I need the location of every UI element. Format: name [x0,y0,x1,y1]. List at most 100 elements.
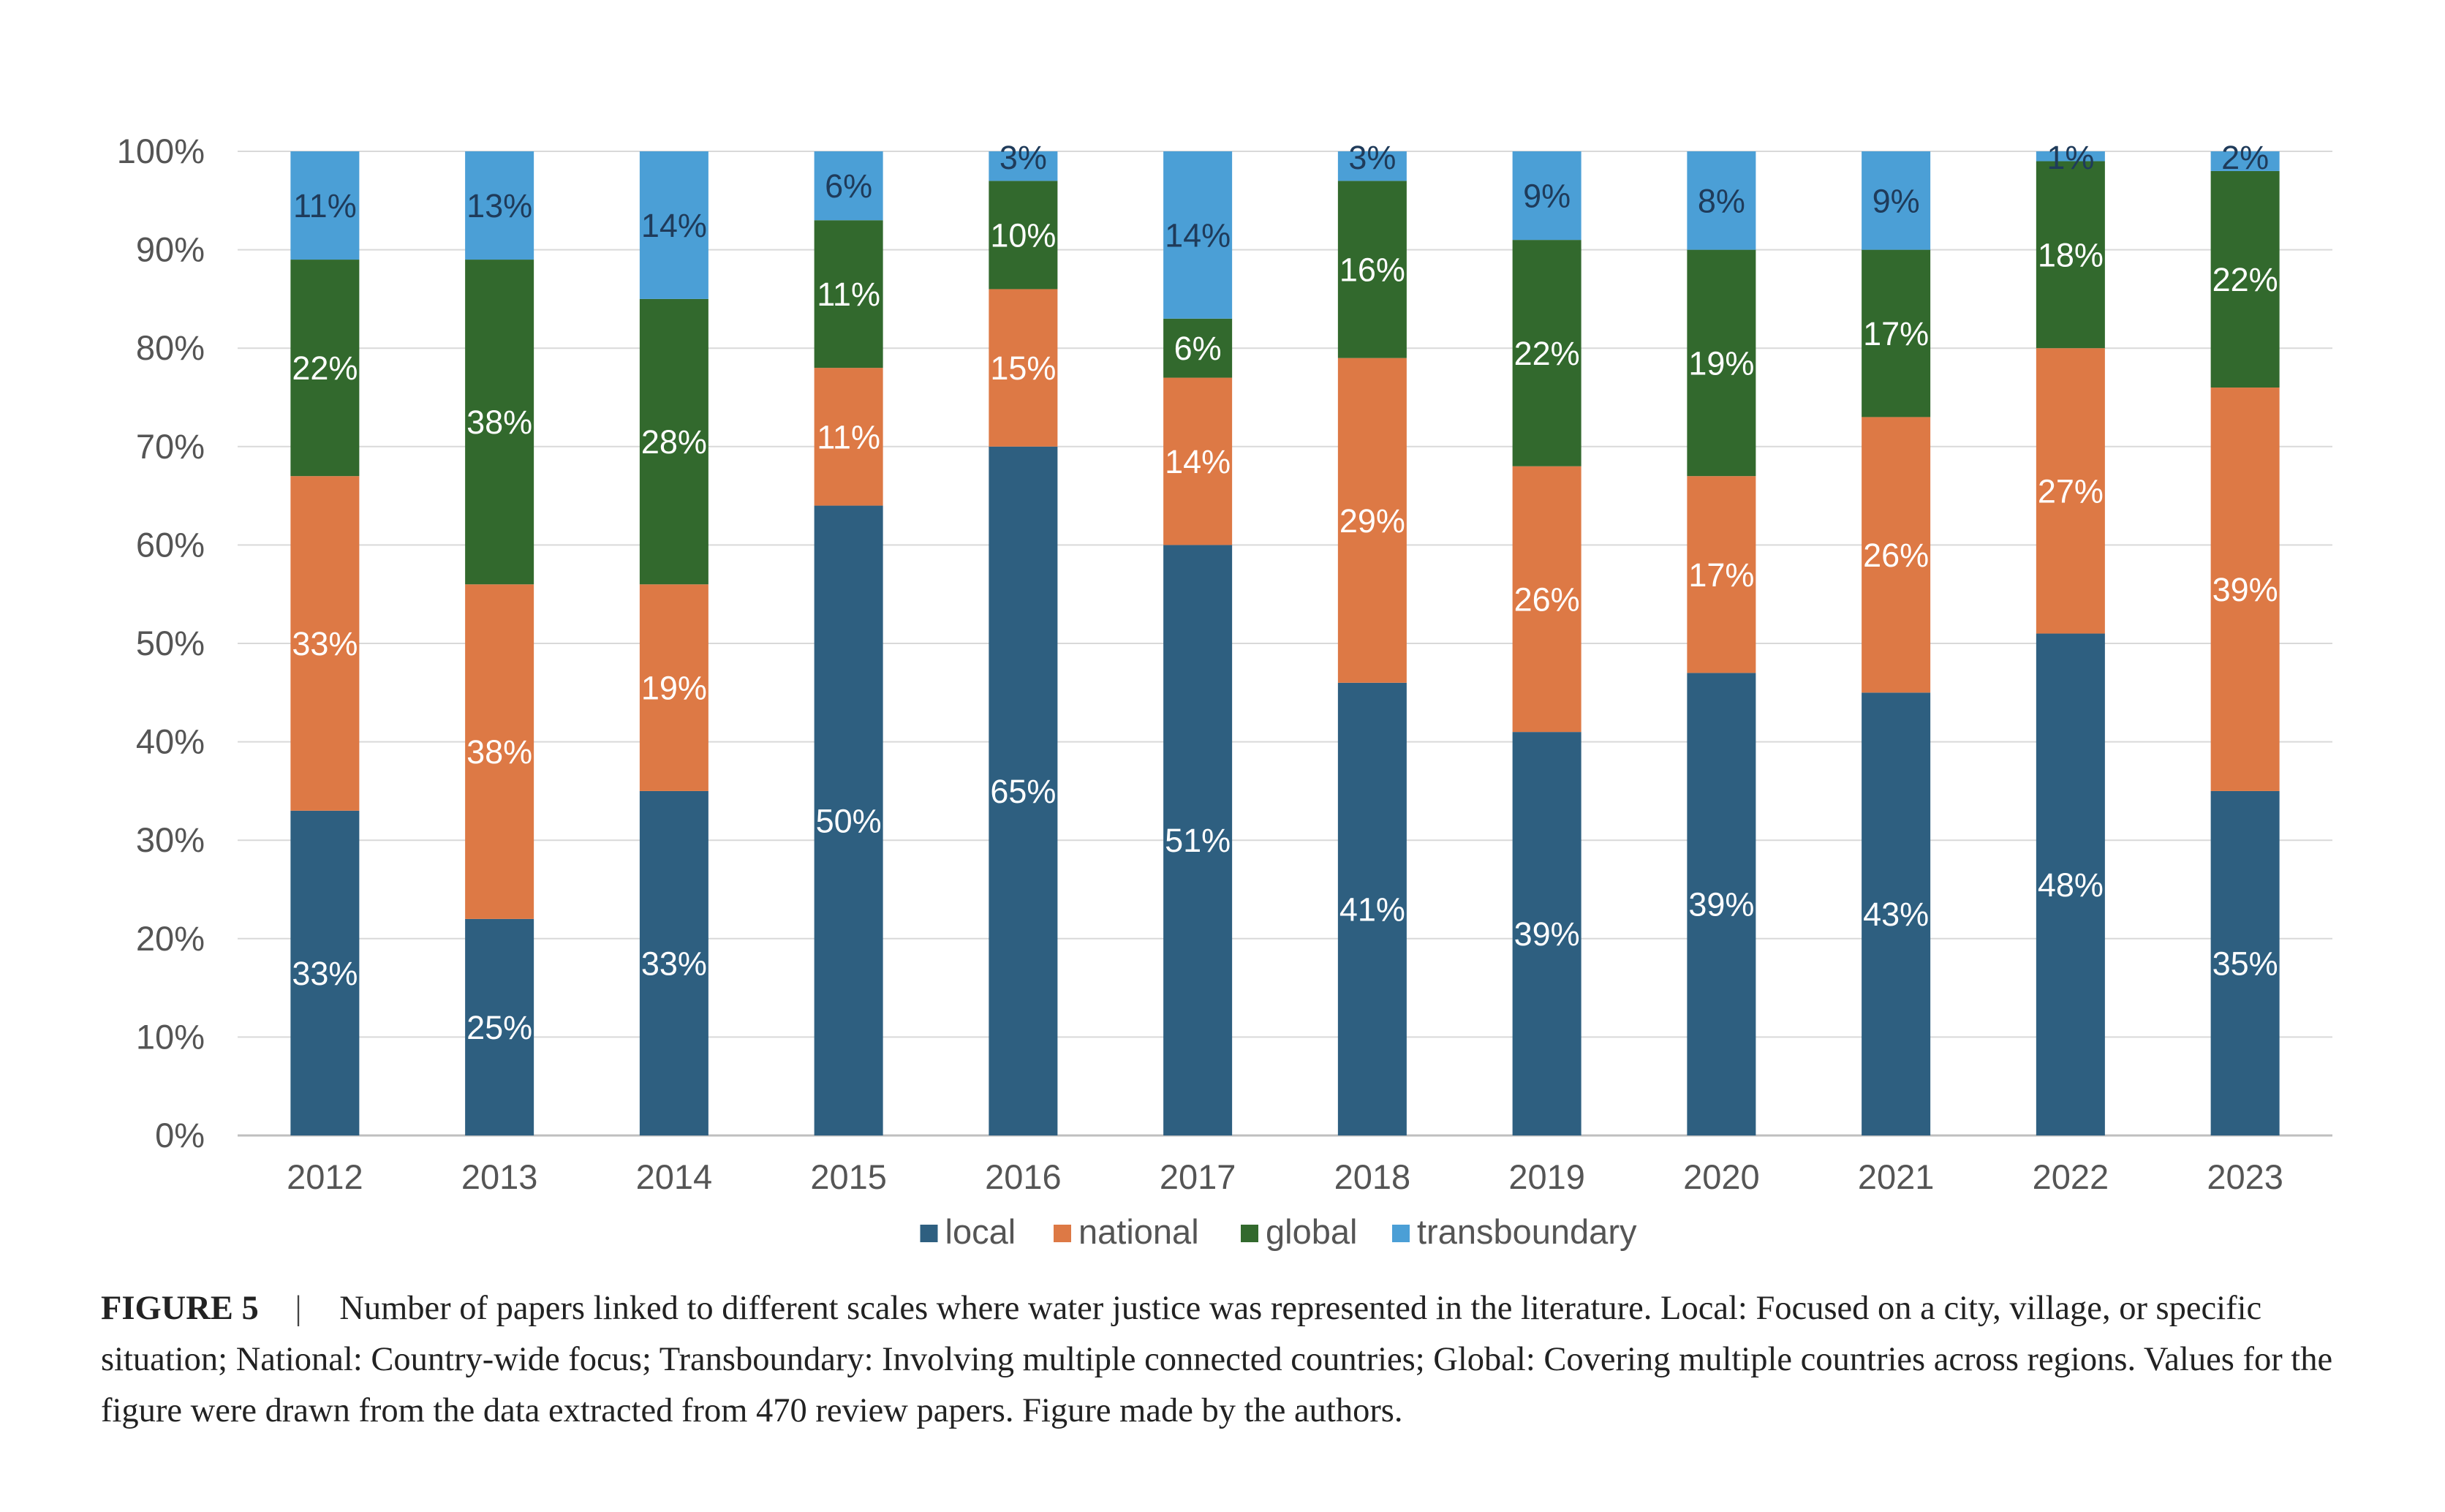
bar-segment-transboundary [2036,151,2105,162]
bar-segment-national [2036,348,2105,634]
bar-segment-global [1862,249,1931,417]
y-tick-label: 20% [136,919,205,958]
data-label-national: 11% [817,418,880,456]
data-label-transboundary: 2% [2221,139,2269,176]
bar-segment-transboundary [814,151,883,221]
bar-segment-global [1512,240,1581,466]
x-category-label: 2012 [287,1157,363,1196]
legend-swatch-national [1054,1225,1071,1242]
legend-label-national: national [1078,1212,1199,1251]
data-label-local: 41% [1339,891,1405,928]
data-label-global: 22% [292,349,358,387]
data-label-national: 38% [466,733,532,771]
bar-segment-national [1337,358,1407,683]
bar-segment-local [639,790,708,1135]
x-category-label: 2015 [810,1157,887,1196]
data-labels: 33% 33% 22% 11% 25% 38% 38% 13% 33% 19% 28% 14% 50% 1… [292,139,2278,1046]
y-tick-label: 50% [136,624,205,662]
bar-segment-transboundary [1862,151,1931,250]
data-label-global: 6% [1174,330,1222,367]
data-label-local: 43% [1863,896,1929,933]
data-label-national: 15% [990,349,1056,387]
bar-segment-local [814,505,883,1135]
bar-segment-global [1337,181,1407,358]
x-category-label: 2016 [985,1157,1062,1196]
data-label-global: 22% [1514,335,1580,372]
bar-segment-local [2210,790,2280,1135]
x-category-label: 2022 [2033,1157,2109,1196]
y-tick-label: 10% [136,1017,205,1056]
y-axis-ticks: 0% 10% 20% 30% 40% 50% 60% 70% 80% 90% 100% [117,132,205,1154]
caption-separator: | [295,1290,302,1327]
x-category-label: 2018 [1334,1157,1411,1196]
data-label-national: 14% [1165,443,1231,480]
bar-segment-national [1862,417,1931,693]
y-tick-label: 60% [136,525,205,564]
legend: local national global transboundary [920,1212,1637,1251]
data-label-global: 28% [641,423,707,461]
data-label-transboundary: 14% [1165,216,1231,254]
data-label-global: 17% [1863,315,1929,352]
legend-swatch-global [1241,1225,1258,1242]
data-label-transboundary: 8% [1698,182,1745,219]
bar-segment-transboundary [1163,151,1233,319]
bar-segment-global [1687,249,1756,477]
legend-swatch-local [920,1225,938,1242]
bar-segment-local [1163,545,1233,1135]
stacked-bar-chart: 0%10%20%30%40%50%60%70%80%90%100% 33%33%… [117,132,2332,1251]
data-label-transboundary: 14% [641,207,707,244]
bar-segment-global [1163,318,1233,378]
y-tick-label: 40% [136,722,205,761]
caption-text: Number of papers linked to different sca… [101,1290,2333,1429]
legend-label-global: global [1266,1212,1357,1251]
data-label-local: 25% [466,1009,532,1046]
data-label-national: 27% [2038,472,2104,510]
bar-segment-local [290,810,360,1135]
bar-segment-national [989,289,1058,447]
bar-segment-transboundary [639,151,708,299]
data-label-transboundary: 11% [293,187,357,224]
data-label-local: 39% [1688,886,1754,923]
data-label-global: 18% [2038,236,2104,273]
x-category-label: 2017 [1160,1157,1236,1196]
bar-segment-transboundary [1687,151,1756,250]
data-label-national: 19% [641,670,707,707]
legend-swatch-transboundary [1392,1225,1410,1242]
bar-segment-national [639,584,708,791]
y-tick-label: 30% [136,820,205,859]
legend-label-transboundary: transboundary [1417,1212,1637,1251]
x-category-label: 2023 [2207,1157,2283,1196]
bar-segment-global [639,298,708,585]
bar-segment-local [1337,682,1407,1135]
x-category-label: 2013 [461,1157,538,1196]
data-label-transboundary: 9% [1523,178,1571,215]
data-label-local: 33% [641,945,707,982]
bar-segment-transboundary [1512,151,1581,241]
bar-segment-transboundary [989,151,1058,181]
data-label-local: 35% [2212,945,2278,982]
bar-segment-local [1862,692,1931,1135]
bars [290,151,2280,1135]
data-label-global: 11% [817,276,880,313]
bar-segment-national [465,584,534,919]
data-label-national: 33% [292,625,358,662]
figure-caption: FIGURE 5 | Number of papers linked to di… [101,1283,2353,1437]
bar-segment-local [1687,673,1756,1135]
bar-segment-national [1687,476,1756,673]
y-tick-label: 80% [136,328,205,367]
data-label-local: 50% [816,802,882,839]
data-label-transboundary: 9% [1873,182,1920,219]
data-label-transboundary: 3% [999,139,1047,176]
data-label-transboundary: 13% [466,187,532,224]
data-label-local: 48% [2038,866,2104,904]
data-label-national: 26% [1863,537,1929,574]
bar-segment-transboundary [465,151,534,260]
bar-segment-local [2036,633,2105,1135]
data-label-transboundary: 1% [2047,139,2094,176]
y-tick-label: 0% [155,1116,205,1154]
bar-segment-national [2210,388,2280,791]
x-axis-categories: 2012 2013 2014 2015 2016 2017 2018 2019 2020 2021… [287,1157,2283,1196]
bar-segment-transboundary [290,151,360,260]
data-label-global: 38% [466,404,532,441]
bar-segment-global [290,260,360,477]
